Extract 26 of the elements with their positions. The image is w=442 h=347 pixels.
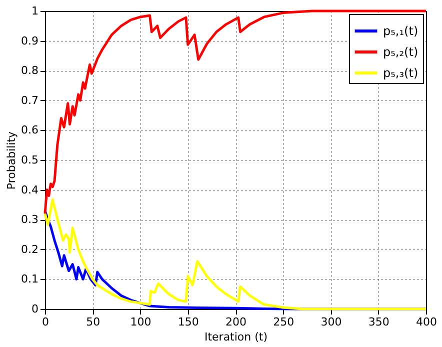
y-tick-label: 0.4: [21, 183, 38, 196]
y-tick-label: 0.1: [21, 272, 38, 286]
legend-label: p₅,₂(t): [383, 45, 418, 59]
x-tick-label: 400: [416, 316, 437, 328]
x-tick-label: 300: [320, 316, 342, 328]
line-series: [44, 10, 428, 215]
x-tick-label: 0: [42, 316, 49, 328]
y-tick-label: 0.3: [21, 213, 38, 226]
y-tick-label: 0.9: [21, 34, 38, 48]
y-axis-title: Probability: [5, 130, 18, 190]
x-tick-label: 350: [368, 316, 390, 328]
y-tick-label: 0.5: [21, 154, 38, 166]
y-tick-label: 0: [32, 302, 38, 316]
x-tick-label: 100: [130, 316, 152, 328]
y-tick-label: 0.8: [21, 64, 38, 78]
x-tick-label: 50: [86, 316, 100, 328]
x-tick-label: 150: [178, 316, 199, 328]
legend-label: p₅,₃(t): [383, 66, 418, 80]
y-tick-label: 0.2: [21, 242, 38, 256]
x-tick-label: 200: [226, 316, 246, 328]
x-axis-title: Iteration (t): [204, 330, 268, 344]
x-tick-label: 250: [273, 316, 294, 328]
y-tick-label: 0.7: [21, 94, 38, 107]
y-tick-label: 0.6: [21, 124, 38, 137]
legend-label: p₅,₁(t): [383, 24, 418, 38]
y-tick-label: 1: [32, 4, 38, 18]
